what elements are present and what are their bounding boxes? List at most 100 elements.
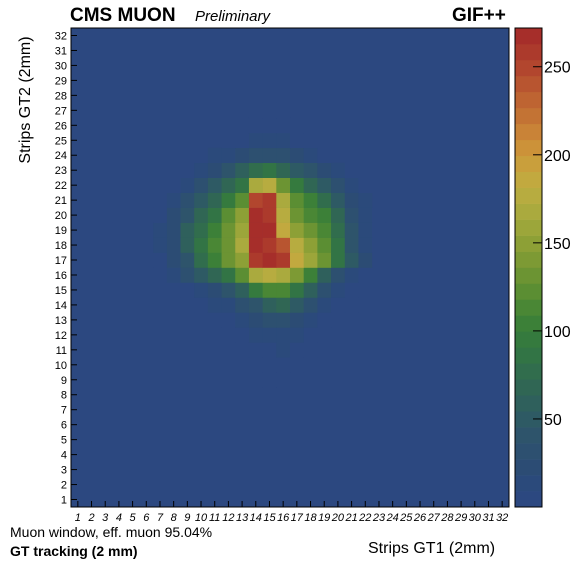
heatmap-cell <box>262 342 277 358</box>
heatmap-cell <box>235 162 250 178</box>
heatmap-cell <box>166 222 181 238</box>
heatmap-cell <box>317 192 332 208</box>
heatmap-cell <box>358 237 373 253</box>
heatmap-cell <box>358 252 373 268</box>
heatmap-cell <box>221 147 236 164</box>
heatmap-cell <box>290 282 304 298</box>
heatmap-cell <box>290 177 304 193</box>
heatmap-cell <box>358 207 373 223</box>
colorbar-segment <box>515 347 542 364</box>
heatmap-cell <box>358 177 373 193</box>
heatmap-cell <box>194 237 209 253</box>
heatmap-cell <box>248 147 263 164</box>
colorbar-segment <box>515 443 542 460</box>
heatmap-cell <box>317 177 332 193</box>
colorbar-tick-label: 50 <box>544 412 562 429</box>
heatmap-cell <box>153 222 168 238</box>
heatmap-cell <box>276 207 291 223</box>
heatmap-cell <box>248 162 263 178</box>
x-tick-label: 28 <box>440 512 454 524</box>
heatmap-cell <box>317 162 332 178</box>
heatmap-cell <box>153 267 168 283</box>
heatmap-cell <box>235 177 250 193</box>
x-tick-label: 4 <box>116 512 122 524</box>
heatmap-cell <box>372 222 387 238</box>
chart-subtitle: Preliminary <box>195 8 271 25</box>
heatmap-cell <box>331 312 346 328</box>
y-tick-label: 19 <box>55 225 67 237</box>
colorbar-segment <box>515 491 542 508</box>
heatmap-cell <box>262 222 277 238</box>
heatmap-cell <box>194 162 209 178</box>
heatmap-cell <box>180 252 195 268</box>
heatmap-cell <box>235 192 250 208</box>
heatmap-cell <box>262 237 277 253</box>
heatmap-cell <box>276 342 291 358</box>
heatmap-cell <box>248 267 263 283</box>
y-tick-label: 26 <box>55 120 67 132</box>
heatmap-cell <box>290 267 304 283</box>
y-tick-label: 1 <box>61 495 67 507</box>
heatmap-cell <box>303 327 318 343</box>
y-tick-label: 12 <box>55 330 67 342</box>
heatmap-cell <box>235 312 250 328</box>
heatmap-cell <box>303 297 318 313</box>
heatmap-cell <box>221 312 236 328</box>
colorbar-segment <box>515 107 542 125</box>
heatmap-cell <box>276 192 291 208</box>
x-tick-label: 24 <box>386 512 399 524</box>
heatmap-cell <box>317 237 332 253</box>
y-tick-label: 11 <box>56 345 67 357</box>
heatmap-cell <box>344 282 359 298</box>
y-tick-label: 9 <box>61 375 67 387</box>
colorbar-segment <box>515 299 542 316</box>
heatmap-cell <box>331 207 346 223</box>
heatmap-cell <box>290 312 304 328</box>
x-tick-label: 8 <box>171 512 178 524</box>
y-tick-label: 29 <box>55 75 67 87</box>
heatmap-cell <box>358 192 373 208</box>
y-axis-label: Strips GT2 (2mm) <box>17 36 34 164</box>
colorbar-segment <box>515 475 542 492</box>
heatmap-cell <box>207 312 222 328</box>
heatmap-cell <box>262 267 277 283</box>
heatmap-cell <box>290 132 304 149</box>
heatmap-cell <box>194 252 209 268</box>
heatmap-cell <box>262 297 277 313</box>
colorbar-tick-label: 100 <box>544 324 571 341</box>
heatmap-cell <box>207 207 222 223</box>
colorbar-segment <box>515 43 542 61</box>
x-tick-label: 25 <box>399 512 413 524</box>
x-tick-label: 19 <box>318 512 330 524</box>
heatmap-cell <box>276 102 291 119</box>
colorbar-segment <box>515 459 542 476</box>
heatmap-cell <box>290 297 304 313</box>
heatmap-cell <box>166 267 181 283</box>
heatmap-cell <box>331 162 346 178</box>
heatmap-cell <box>221 237 236 253</box>
heatmap-cell <box>207 237 222 253</box>
heatmap-cell <box>180 177 195 193</box>
heatmap-cell <box>221 297 236 313</box>
heatmap-cell <box>303 147 318 164</box>
heatmap-cell <box>262 372 277 388</box>
heatmap-cell <box>358 267 373 283</box>
heatmap-cell <box>317 267 332 283</box>
x-tick-label: 9 <box>184 512 190 524</box>
annotation-gt-tracking: GT tracking (2 mm) <box>10 543 138 559</box>
colorbar-segment <box>515 155 542 172</box>
heatmap-cell <box>235 252 250 268</box>
y-tick-label: 13 <box>55 315 67 327</box>
heatmap-cell <box>331 192 346 208</box>
heatmap-cell <box>317 147 332 164</box>
heatmap-cell <box>331 252 346 268</box>
heatmap-cell <box>221 177 236 193</box>
heatmap-cell <box>207 297 222 313</box>
x-tick-label: 31 <box>482 512 494 524</box>
heatmap-cell <box>221 132 236 149</box>
heatmap-cell <box>248 297 263 313</box>
x-tick-label: 3 <box>102 512 109 524</box>
x-tick-label: 2 <box>87 512 94 524</box>
y-tick-label: 24 <box>55 150 67 162</box>
x-tick-label: 15 <box>263 512 276 524</box>
